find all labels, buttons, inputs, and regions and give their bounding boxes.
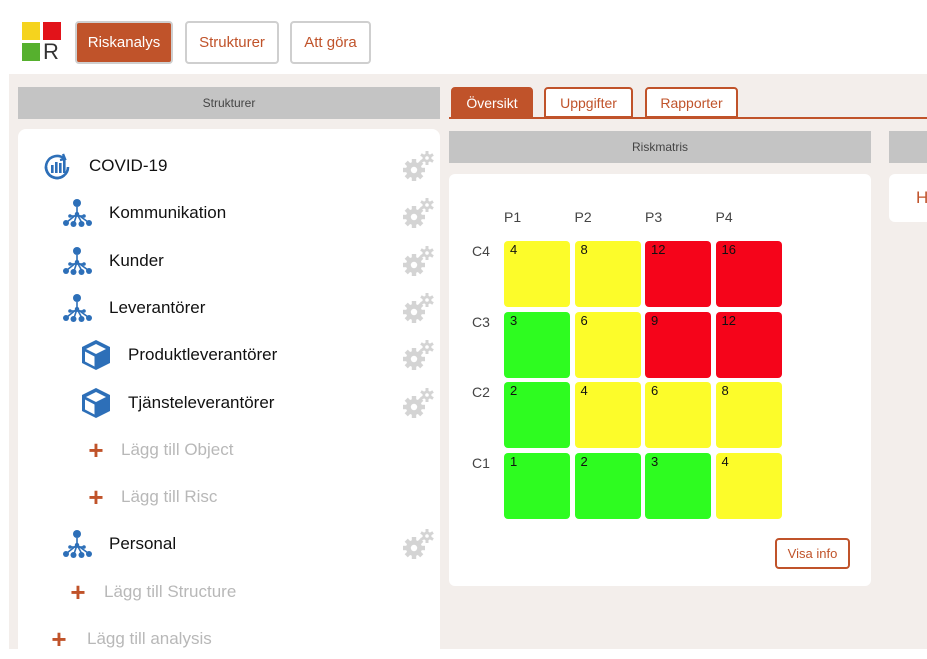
structures-panel: COVID-19 Kommunikation Kunder Leverantör… — [18, 129, 440, 659]
object-cube-icon — [79, 386, 113, 425]
matrix-column-header: P4 — [715, 209, 733, 225]
add-analysis-link[interactable]: + Lägg till analysis — [18, 619, 440, 659]
tree-item-covid19[interactable]: COVID-19 — [18, 146, 440, 186]
logo-square-yellow — [22, 22, 40, 40]
matrix-cell[interactable]: 6 — [645, 382, 711, 448]
tab-uppgifter[interactable]: Uppgifter — [544, 87, 633, 118]
logo-square-green — [22, 43, 40, 61]
matrix-row-header: C3 — [472, 313, 490, 330]
plus-icon: + — [88, 435, 104, 465]
att-gora-button[interactable]: Att göra — [290, 21, 371, 64]
add-risc-link[interactable]: + Lägg till Risc — [18, 477, 440, 517]
tree-item-label: Produktleverantörer — [128, 345, 278, 364]
add-analysis-label: Lägg till analysis — [87, 629, 212, 648]
analysis-icon — [41, 151, 73, 188]
tab-underline — [449, 117, 927, 119]
matrix-cell[interactable]: 12 — [715, 311, 782, 378]
add-structure-link[interactable]: + Lägg till Structure — [18, 572, 440, 612]
plus-icon: + — [70, 577, 86, 607]
matrix-cell[interactable]: 4 — [504, 241, 570, 307]
matrix-cell[interactable]: 1 — [504, 452, 570, 519]
structure-icon — [62, 293, 92, 328]
tree-item-label: COVID-19 — [89, 156, 168, 175]
tree-item-kunder[interactable]: Kunder — [18, 241, 440, 281]
tree-item-label: Kommunikation — [109, 203, 227, 222]
visa-info-button[interactable]: Visa info — [775, 538, 850, 569]
matrix-column-header: P1 — [504, 209, 522, 225]
matrix-cell[interactable]: 4 — [715, 452, 782, 519]
matrix-cell[interactable]: 8 — [715, 382, 782, 448]
tree-item-leverantorer[interactable]: Leverantörer — [18, 288, 440, 328]
right-card: H — [889, 174, 927, 222]
right-panel-header — [889, 131, 927, 163]
matrix-cell[interactable]: 16 — [715, 241, 782, 307]
add-structure-label: Lägg till Structure — [104, 582, 237, 601]
tree-item-label: Leverantörer — [109, 298, 206, 317]
plus-icon: + — [51, 624, 67, 654]
structures-panel-header: Strukturer — [18, 87, 440, 119]
matrix-column-header: P3 — [645, 209, 663, 225]
matrix-row-header: C4 — [472, 243, 490, 259]
gear-icon[interactable] — [400, 385, 436, 421]
matrix-row-header: C2 — [472, 384, 490, 400]
matrix-cell[interactable]: 3 — [645, 452, 711, 519]
tree-item-kommunikation[interactable]: Kommunikation — [18, 193, 440, 233]
gear-icon[interactable] — [400, 148, 436, 184]
matrix-cell[interactable]: 12 — [645, 241, 711, 307]
logo-square-red — [43, 22, 61, 40]
risk-matrix-header: Riskmatris — [449, 131, 871, 163]
matrix-row-header: C1 — [472, 454, 490, 471]
tree-item-label: Tjänsteleverantörer — [128, 393, 275, 412]
matrix-cell[interactable]: 2 — [574, 452, 641, 519]
matrix-cell[interactable]: 9 — [645, 311, 711, 378]
gear-icon[interactable] — [400, 195, 436, 231]
tree-item-label: Personal — [109, 534, 177, 553]
structure-icon — [62, 246, 92, 281]
matrix-cell[interactable]: 2 — [504, 382, 570, 448]
logo-letter: R — [43, 39, 59, 64]
matrix-cell[interactable]: 6 — [574, 311, 641, 378]
structure-icon — [62, 529, 92, 564]
tab-oversikt[interactable]: Översikt — [451, 87, 533, 118]
matrix-cell[interactable]: 3 — [504, 311, 570, 378]
add-object-link[interactable]: + Lägg till Object — [18, 430, 440, 470]
gear-icon[interactable] — [400, 243, 436, 279]
matrix-column-header: P2 — [574, 209, 592, 225]
add-object-label: Lägg till Object — [121, 440, 234, 459]
app-logo[interactable]: R — [22, 22, 62, 64]
tab-rapporter[interactable]: Rapporter — [645, 87, 738, 118]
structure-icon — [62, 198, 92, 233]
top-bar: R Riskanalys Strukturer Att göra — [0, 0, 927, 74]
riskanalys-button[interactable]: Riskanalys — [75, 21, 173, 64]
object-cube-icon — [79, 338, 113, 377]
matrix-cell[interactable]: 8 — [574, 241, 641, 307]
tree-item-tjansteleverantorer[interactable]: Tjänsteleverantörer — [18, 383, 440, 423]
tree-item-personal[interactable]: Personal — [18, 524, 440, 564]
tree-item-produktleverantorer[interactable]: Produktleverantörer — [18, 335, 440, 375]
gear-icon[interactable] — [400, 290, 436, 326]
matrix-cell[interactable]: 4 — [574, 382, 641, 448]
plus-icon: + — [88, 482, 104, 512]
risk-matrix-card — [449, 174, 871, 586]
add-risc-label: Lägg till Risc — [121, 487, 218, 506]
gear-icon[interactable] — [400, 526, 436, 562]
gear-icon[interactable] — [400, 337, 436, 373]
tree-item-label: Kunder — [109, 251, 164, 270]
strukturer-button[interactable]: Strukturer — [185, 21, 279, 64]
